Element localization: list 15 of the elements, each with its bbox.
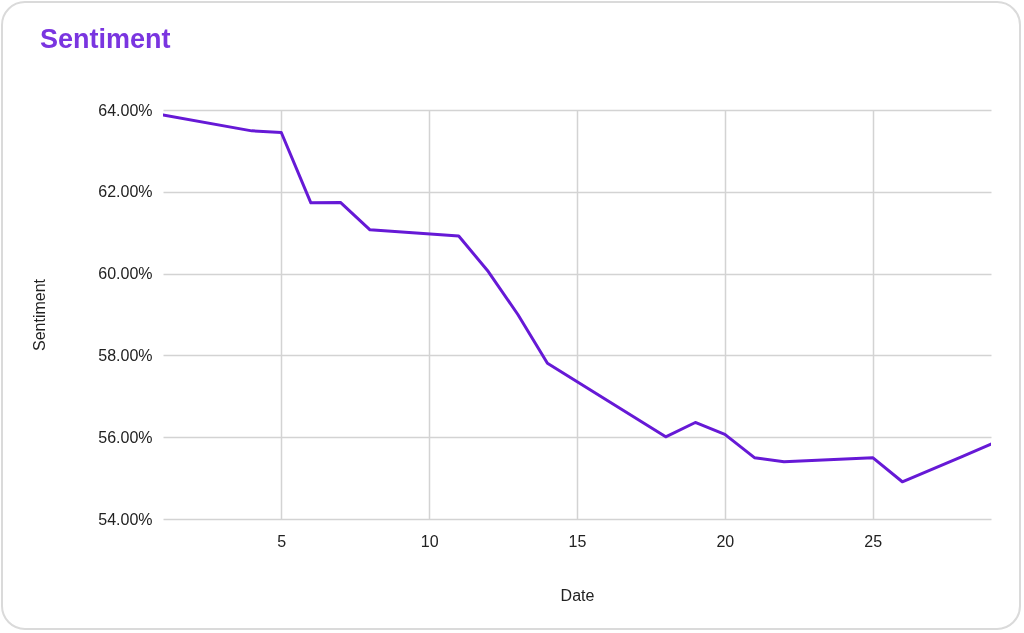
y-tick-label: 62.00% bbox=[98, 183, 153, 201]
y-tick-label: 56.00% bbox=[98, 428, 153, 446]
chart-title: Sentiment bbox=[40, 24, 171, 54]
y-axis-title: Sentiment bbox=[31, 278, 49, 352]
y-tick-label: 60.00% bbox=[98, 265, 153, 283]
x-tick-label: 20 bbox=[716, 532, 735, 550]
x-axis-title: Date bbox=[560, 586, 595, 604]
line-series bbox=[163, 113, 991, 484]
y-tick-label: 58.00% bbox=[98, 346, 153, 364]
x-tick-label: 15 bbox=[568, 532, 587, 550]
y-tick-label: 64.00% bbox=[98, 101, 153, 119]
x-tick-label: 5 bbox=[277, 532, 287, 550]
x-tick-label: 10 bbox=[420, 532, 439, 550]
y-tick-label: 54.00% bbox=[98, 510, 153, 528]
x-tick-label: 25 bbox=[864, 532, 883, 550]
